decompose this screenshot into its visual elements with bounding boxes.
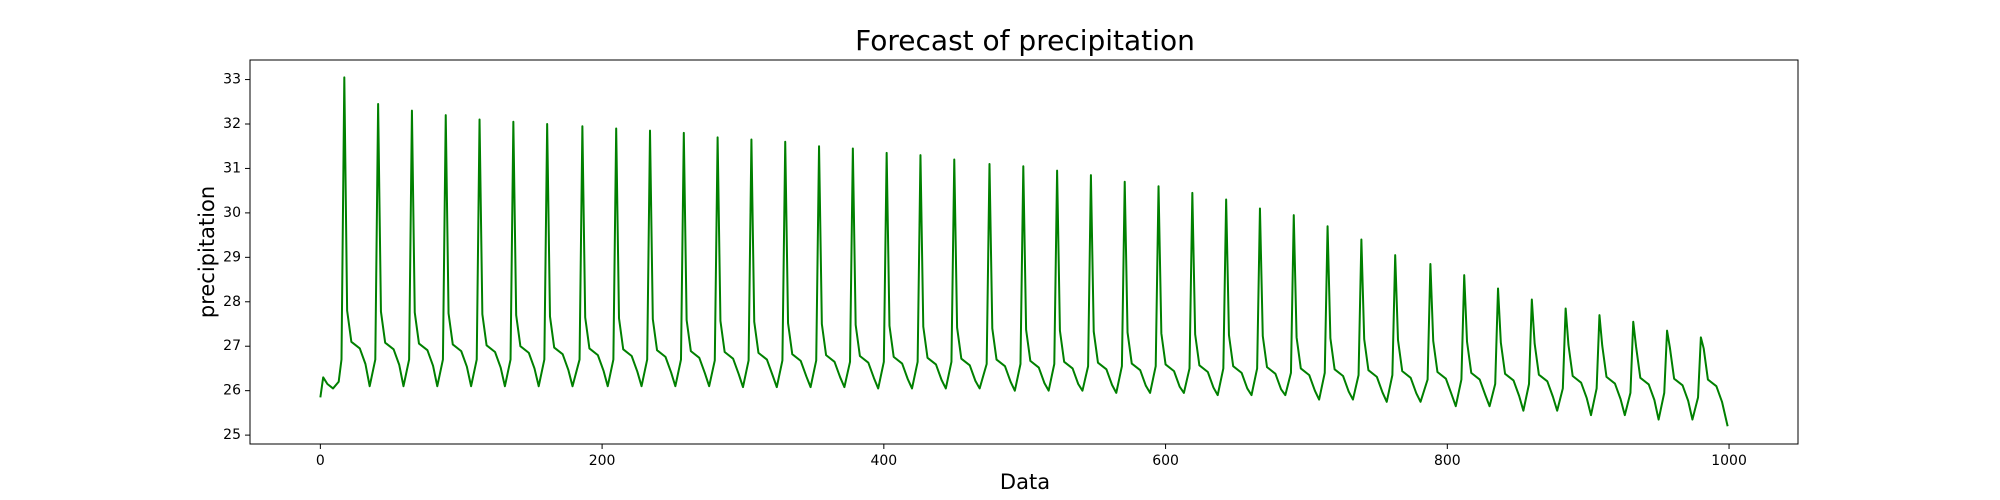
x-tick-label: 400	[870, 453, 897, 469]
y-tick-label: 27	[223, 338, 241, 354]
x-tick-label: 0	[316, 453, 325, 469]
y-axis-label: precipitation	[195, 186, 219, 318]
y-tick-label: 25	[223, 427, 241, 443]
y-tick-label: 33	[223, 72, 241, 88]
y-tick-label: 32	[223, 116, 241, 132]
data-line	[319, 76, 1729, 427]
plot-frame	[249, 59, 1799, 445]
x-tick-label: 600	[1152, 453, 1179, 469]
chart-title: Forecast of precipitation	[855, 24, 1195, 57]
y-tick-label: 29	[223, 249, 241, 265]
y-tick-label: 26	[223, 383, 241, 399]
x-tick-label: 1000	[1711, 453, 1747, 469]
x-axis-label: Data	[1000, 470, 1050, 494]
y-tick-label: 31	[223, 160, 241, 176]
y-tick-label: 30	[223, 205, 241, 221]
x-tick-label: 200	[589, 453, 616, 469]
y-tick-label: 28	[223, 294, 241, 310]
x-tick-label: 800	[1434, 453, 1461, 469]
